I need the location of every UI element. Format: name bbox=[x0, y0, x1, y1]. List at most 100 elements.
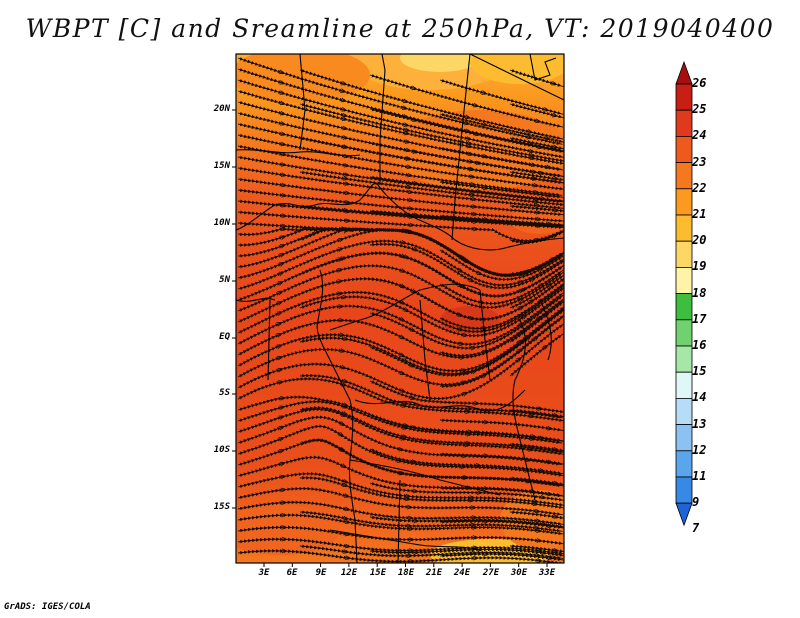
colorbar-label: 24 bbox=[692, 128, 707, 143]
streamline-arrow bbox=[343, 336, 349, 341]
lat-label-20n: 20N bbox=[213, 104, 230, 114]
streamline bbox=[509, 476, 564, 486]
streamline bbox=[369, 448, 564, 475]
streamline-arrow bbox=[483, 453, 490, 459]
lat-label-5n: 5N bbox=[219, 275, 230, 285]
colorbar-segment bbox=[675, 266, 693, 294]
streamline-arrow bbox=[278, 380, 284, 385]
streamline-arrow bbox=[542, 344, 549, 350]
streamline-arrow bbox=[547, 555, 553, 561]
colorbar-label: 12 bbox=[692, 442, 707, 457]
streamline-arrow bbox=[553, 548, 559, 553]
streamline-arrow bbox=[483, 217, 489, 222]
streamline-arrow bbox=[547, 491, 553, 497]
streamline bbox=[439, 552, 564, 561]
streamline-arrow bbox=[482, 153, 489, 159]
lon-label-9e: 9E bbox=[315, 568, 327, 578]
streamline-arrow bbox=[547, 221, 553, 227]
streamline-arrow bbox=[553, 514, 559, 519]
colorbar-segment bbox=[675, 319, 693, 347]
streamline-arrow bbox=[552, 112, 558, 118]
streamline-arrow bbox=[411, 425, 418, 430]
lon-label-3e: 3E bbox=[258, 568, 270, 578]
streamline-arrow bbox=[545, 164, 552, 170]
streamline-arrow bbox=[342, 144, 349, 150]
colorbar-label: 13 bbox=[692, 416, 707, 431]
map-frame bbox=[235, 53, 565, 564]
chart-title: WBPT [C] and Sreamline at 250hPa, VT: 20… bbox=[25, 14, 775, 43]
streamline-arrow bbox=[532, 501, 539, 507]
lon-label-30e: 30E bbox=[510, 568, 528, 578]
lat-label-eq: EQ bbox=[219, 332, 230, 342]
streamline-arrow bbox=[483, 518, 490, 524]
streamline-arrow bbox=[341, 80, 347, 86]
lon-label-27e: 27E bbox=[482, 568, 500, 578]
streamline-arrow bbox=[280, 162, 287, 167]
colorbar-label: 14 bbox=[692, 390, 707, 405]
colorbar-label: 7 bbox=[692, 521, 700, 536]
streamline bbox=[509, 408, 564, 418]
colorbar-label: 11 bbox=[692, 469, 707, 483]
streamline bbox=[509, 170, 564, 182]
lat-label-15s: 15S bbox=[213, 502, 230, 512]
streamline bbox=[509, 68, 564, 88]
colorbar-segment bbox=[675, 293, 693, 321]
streamline-arrow bbox=[411, 459, 418, 464]
colorbar-label: 20 bbox=[692, 233, 707, 248]
colorbar-segment bbox=[675, 214, 693, 242]
colorbar-label: 26 bbox=[692, 76, 707, 90]
streamline-arrow bbox=[550, 257, 556, 262]
streamline-arrow bbox=[281, 548, 287, 554]
streamline-arrow bbox=[553, 480, 559, 486]
streamline-arrow bbox=[539, 468, 545, 473]
lon-label-12e: 12E bbox=[340, 568, 358, 578]
streamline bbox=[369, 414, 564, 443]
streamline-arrow bbox=[413, 180, 419, 186]
wbpt-field bbox=[236, 54, 564, 563]
streamline-arrow bbox=[546, 193, 553, 198]
streamline-arrow bbox=[404, 228, 411, 234]
streamline-arrow bbox=[343, 515, 349, 521]
streamline bbox=[509, 204, 564, 213]
streamline-arrow bbox=[281, 192, 287, 198]
streamline-arrow bbox=[281, 524, 287, 530]
streamline-arrow bbox=[342, 378, 349, 384]
streamline-arrow bbox=[553, 176, 559, 181]
colorbar-segment bbox=[675, 109, 693, 137]
colorbar-label: 21 bbox=[692, 207, 707, 221]
colorbar-cap-top bbox=[675, 60, 693, 85]
streamline bbox=[509, 136, 564, 150]
colorbar-segment bbox=[675, 397, 693, 425]
streamline-arrow bbox=[280, 395, 286, 401]
streamline-arrow bbox=[412, 117, 418, 123]
lon-label-15e: 15E bbox=[369, 568, 387, 578]
streamline-arrow bbox=[481, 374, 487, 379]
streamline-arrow bbox=[279, 461, 286, 467]
lon-label-21e: 21E bbox=[425, 568, 443, 578]
lat-label-10s: 10S bbox=[213, 445, 230, 455]
streamline-arrow bbox=[279, 449, 285, 454]
streamline-arrow bbox=[281, 213, 287, 219]
streamline-arrow bbox=[553, 412, 559, 418]
streamline-arrow bbox=[483, 419, 489, 425]
colorbar-label: 9 bbox=[692, 495, 700, 510]
streamline-arrow bbox=[343, 176, 349, 181]
colorbar-segment bbox=[675, 83, 693, 111]
streamline bbox=[439, 452, 564, 465]
colorbar-label: 25 bbox=[692, 102, 707, 117]
streamline-arrow bbox=[547, 425, 553, 431]
streamline-arrow bbox=[483, 551, 490, 557]
lat-label-10n: 10N bbox=[213, 218, 230, 228]
colorbar-segment bbox=[675, 424, 693, 452]
streamline-arrow bbox=[413, 550, 420, 555]
streamline-arrow bbox=[340, 256, 347, 261]
streamline-arrow bbox=[281, 182, 287, 188]
streamline-arrow bbox=[281, 536, 287, 542]
streamline bbox=[509, 510, 564, 520]
streamline-arrow bbox=[281, 500, 287, 506]
colorbar-segment bbox=[675, 135, 693, 163]
colorbar-segment bbox=[675, 371, 693, 399]
streamline-arrow bbox=[413, 518, 419, 524]
streamline-arrow bbox=[547, 523, 553, 529]
